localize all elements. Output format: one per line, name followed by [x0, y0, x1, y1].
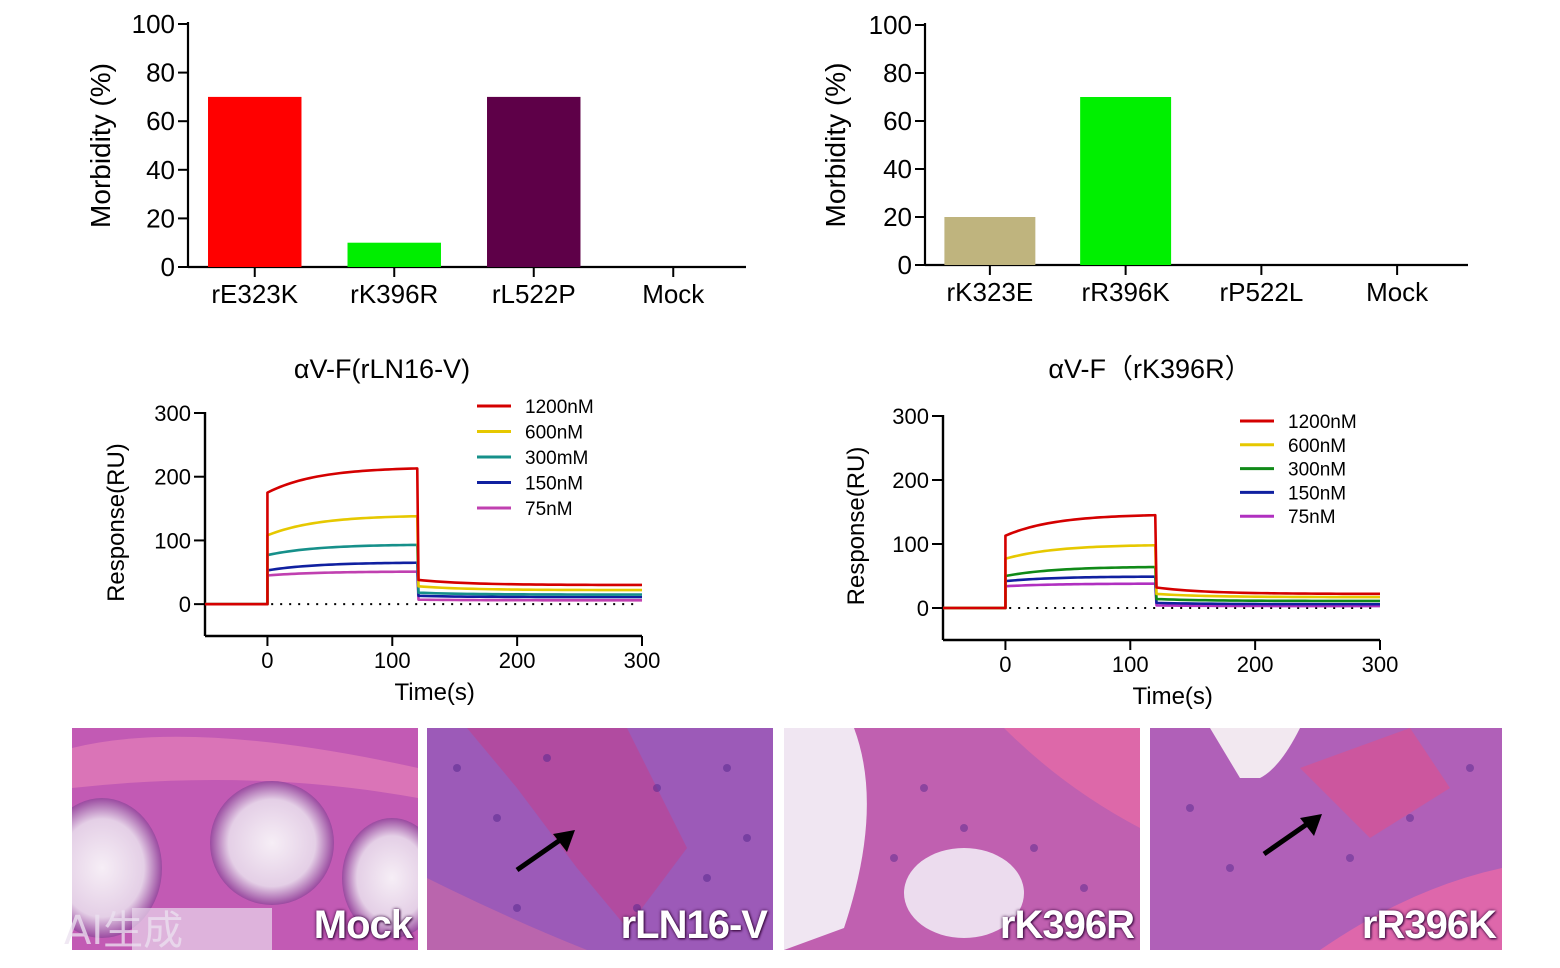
y-tick-label: 100	[892, 532, 929, 557]
histology-panel-mock: Mock	[72, 728, 418, 950]
y-tick-label: 80	[883, 58, 912, 88]
y-tick-label: 200	[892, 468, 929, 493]
histology-panel-rr396k: rR396K	[1150, 728, 1502, 950]
y-tick-label: 80	[146, 58, 175, 88]
x-tick-label: 0	[999, 652, 1011, 677]
legend-label: 1200nM	[525, 397, 594, 418]
x-tick-label: rK396R	[350, 279, 438, 309]
y-axis-label: Morbidity (%)	[820, 63, 851, 228]
series-line-600nM	[943, 543, 1381, 610]
x-tick-label: 200	[1237, 652, 1274, 677]
bar-chart-right: 0 20 40 60 80 100 rK323E rR396K rP522L Mock Morbid…	[820, 10, 1468, 307]
y-tick-label: 200	[154, 465, 191, 490]
series-line-300nM	[943, 565, 1381, 610]
histology-label: rR396K	[1361, 903, 1497, 947]
legend-label: 600nM	[1288, 436, 1346, 457]
y-tick-label: 0	[179, 592, 191, 617]
histology-image	[427, 728, 773, 950]
y-axis-label: Response(RU)	[843, 447, 870, 606]
legend-label: 300nM	[1288, 460, 1346, 481]
series-line-1200nM	[205, 467, 643, 606]
legend-label: 300mM	[525, 448, 588, 469]
y-tick-label: 300	[892, 404, 929, 429]
x-tick-label: 300	[624, 648, 661, 673]
y-tick-label: 40	[146, 155, 175, 185]
legend-label: 150nM	[1288, 483, 1346, 504]
histology-image	[1150, 728, 1502, 950]
y-tick-label: 0	[161, 252, 175, 282]
arrow-icon	[515, 830, 575, 873]
x-tick-label: 0	[261, 648, 273, 673]
x-tick-label: rE323K	[211, 279, 298, 309]
y-tick-label: 100	[154, 528, 191, 553]
series-line-75nM	[943, 582, 1381, 610]
histology-image	[72, 728, 418, 950]
legend-label: 150nM	[525, 474, 583, 495]
y-tick-label: 60	[146, 106, 175, 136]
x-tick-label: Mock	[1366, 277, 1429, 307]
y-axis-label: Morbidity (%)	[85, 63, 116, 228]
histology-panel-rk396r: rK396R	[784, 728, 1140, 950]
y-tick-label: 100	[132, 9, 175, 39]
y-tick-label: 300	[154, 401, 191, 426]
histology-label: rLN16-V	[620, 903, 768, 947]
y-tick-label: 0	[917, 596, 929, 621]
legend-label: 75nM	[1288, 507, 1336, 528]
series-line-150nM	[943, 575, 1381, 610]
series-line-600nM	[205, 514, 643, 606]
bar	[487, 96, 581, 268]
x-tick-label: 100	[1112, 652, 1149, 677]
watermark-text: AI生成	[64, 908, 184, 954]
histology-image	[784, 728, 1140, 950]
bar	[944, 217, 1036, 265]
spr-chart-left: αV-F(rLN16-V) 0 100 200 300 0 100 200 300 Time(s)…	[103, 354, 661, 706]
bar	[347, 242, 441, 267]
x-tick-label: rR396K	[1082, 277, 1171, 307]
y-tick-label: 20	[883, 202, 912, 232]
y-tick-label: 60	[883, 106, 912, 136]
y-tick-label: 0	[898, 250, 912, 280]
histology-label: Mock	[313, 903, 413, 947]
x-tick-label: rP522L	[1219, 277, 1303, 307]
x-tick-label: Mock	[642, 279, 705, 309]
x-tick-label: 200	[499, 648, 536, 673]
ai-generated-watermark: AI生成	[10, 898, 183, 956]
legend-label: 75nM	[525, 499, 573, 520]
x-axis-label: Time(s)	[394, 679, 474, 706]
x-axis-label: Time(s)	[1132, 683, 1212, 710]
chart-title: αV-F（rK396R）	[1048, 354, 1251, 384]
histology-panel-rln16-v: rLN16-V	[427, 728, 773, 950]
spr-chart-right: αV-F（rK396R） 0 100 200 300 0 100 200 300 Time(s) R…	[843, 354, 1399, 710]
chart-title: αV-F(rLN16-V)	[294, 354, 470, 384]
histology-label: rK396R	[999, 903, 1135, 947]
bar	[1080, 97, 1172, 265]
y-tick-label: 100	[869, 10, 912, 40]
legend-label: 600nM	[525, 423, 583, 444]
legend-label: 1200nM	[1288, 412, 1357, 433]
bar-chart-left: 0 20 40 60 80 100 rE323K rK396R rL522P Mock Morbid…	[85, 9, 746, 309]
y-tick-label: 20	[146, 203, 175, 233]
bar	[208, 96, 302, 268]
series-line-150nM	[205, 561, 643, 606]
y-tick-label: 40	[883, 154, 912, 184]
x-tick-label: 300	[1362, 652, 1399, 677]
series-line-75nM	[205, 570, 643, 606]
arrow-icon	[1262, 814, 1322, 857]
ai-logo-icon	[10, 904, 56, 950]
x-tick-label: rK323E	[947, 277, 1034, 307]
y-axis-label: Response(RU)	[103, 443, 130, 602]
x-tick-label: rL522P	[492, 279, 576, 309]
series-line-1200nM	[943, 513, 1381, 610]
series-line-300mM	[205, 543, 643, 606]
x-tick-label: 100	[374, 648, 411, 673]
